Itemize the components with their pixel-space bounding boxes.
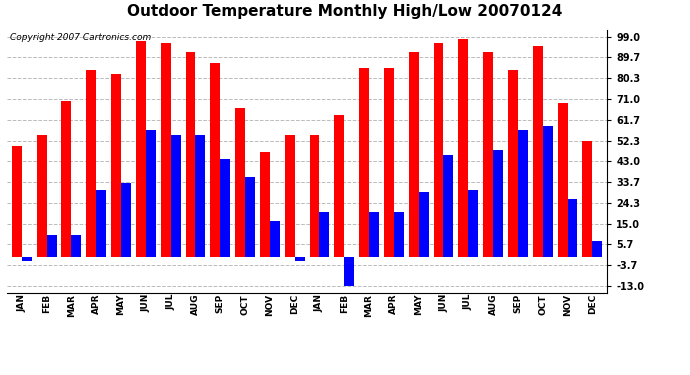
Bar: [121, 183, 131, 257]
Bar: [458, 39, 469, 257]
Bar: [508, 70, 518, 257]
Bar: [111, 75, 121, 257]
Bar: [12, 146, 22, 257]
Bar: [394, 212, 404, 257]
Bar: [582, 141, 592, 257]
Bar: [285, 135, 295, 257]
Bar: [270, 221, 279, 257]
Bar: [433, 44, 444, 257]
Bar: [558, 104, 567, 257]
Bar: [335, 114, 344, 257]
Bar: [146, 130, 156, 257]
Bar: [419, 192, 428, 257]
Bar: [37, 135, 47, 257]
Text: Copyright 2007 Cartronics.com: Copyright 2007 Cartronics.com: [10, 33, 151, 42]
Bar: [235, 108, 245, 257]
Bar: [195, 135, 206, 257]
Bar: [170, 135, 181, 257]
Bar: [359, 68, 369, 257]
Bar: [136, 41, 146, 257]
Bar: [384, 68, 394, 257]
Bar: [220, 159, 230, 257]
Bar: [408, 52, 419, 257]
Bar: [567, 199, 578, 257]
Bar: [543, 126, 553, 257]
Bar: [61, 101, 71, 257]
Bar: [71, 235, 81, 257]
Bar: [210, 63, 220, 257]
Bar: [86, 70, 96, 257]
Text: Outdoor Temperature Monthly High/Low 20070124: Outdoor Temperature Monthly High/Low 200…: [128, 4, 562, 19]
Bar: [96, 190, 106, 257]
Bar: [469, 190, 478, 257]
Bar: [444, 154, 453, 257]
Bar: [47, 235, 57, 257]
Bar: [161, 44, 170, 257]
Bar: [186, 52, 195, 257]
Bar: [319, 212, 329, 257]
Bar: [344, 257, 354, 286]
Bar: [483, 52, 493, 257]
Bar: [369, 212, 379, 257]
Bar: [310, 135, 319, 257]
Bar: [533, 46, 543, 257]
Bar: [518, 130, 528, 257]
Bar: [295, 257, 304, 261]
Bar: [260, 152, 270, 257]
Bar: [592, 242, 602, 257]
Bar: [245, 177, 255, 257]
Bar: [22, 257, 32, 261]
Bar: [493, 150, 503, 257]
